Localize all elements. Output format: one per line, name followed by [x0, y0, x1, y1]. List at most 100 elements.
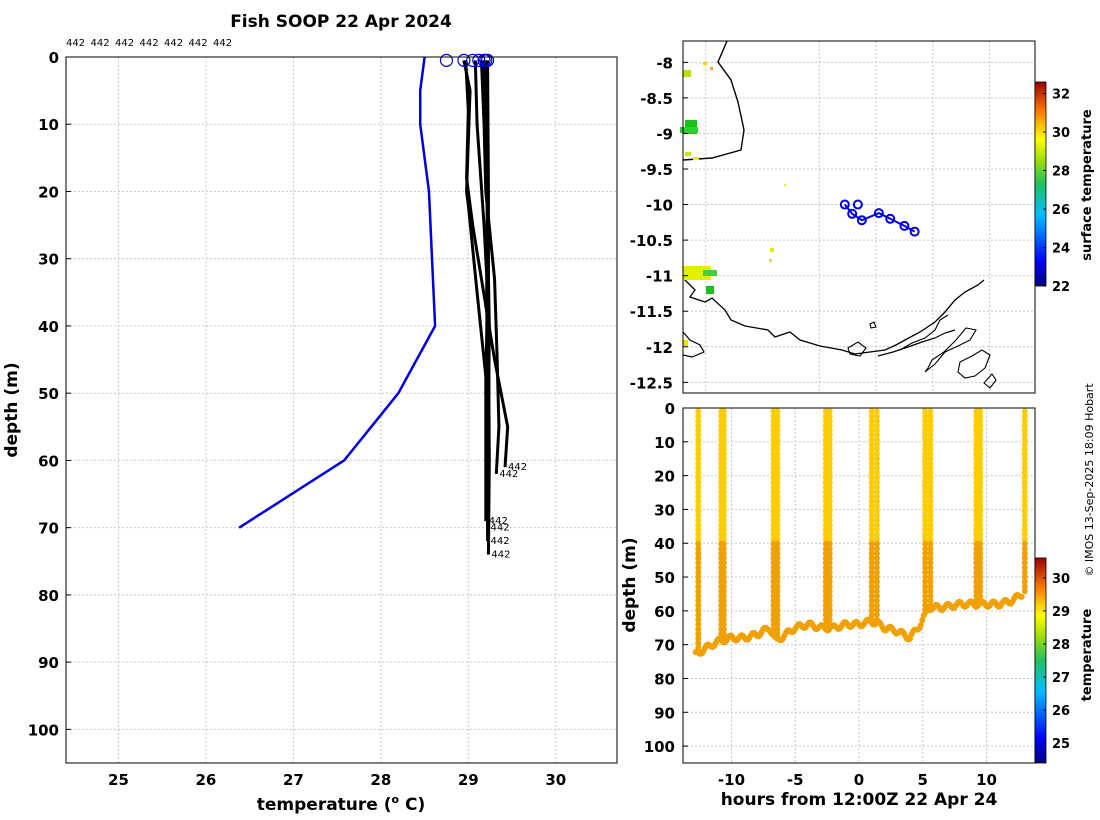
- profile-point: [826, 498, 833, 505]
- profile-point: [927, 446, 934, 453]
- profile-point: [1021, 479, 1028, 486]
- profile-point: [873, 592, 880, 599]
- profile-point: [868, 507, 875, 514]
- profile-point: [695, 550, 702, 557]
- profile-point: [868, 597, 875, 604]
- ship-track-marker: [899, 220, 910, 231]
- profile-point: [922, 413, 929, 420]
- profile-point: [695, 465, 702, 472]
- profile-point: [720, 512, 727, 519]
- profile-point: [720, 521, 727, 528]
- profile-end-label: 442: [508, 462, 527, 473]
- profile-point: [695, 507, 702, 514]
- profile-point: [720, 635, 727, 642]
- profile-point: [774, 574, 781, 581]
- profile-point: [720, 422, 727, 429]
- profile-point: [695, 469, 702, 476]
- profile-point: [927, 521, 934, 528]
- profile-end-label: 442: [499, 469, 518, 480]
- profile-point: [927, 493, 934, 500]
- profile-point: [927, 555, 934, 562]
- profile-point: [927, 503, 934, 510]
- profile-point: [695, 569, 702, 576]
- profile-point: [695, 460, 702, 467]
- map-ytick-label: -12.5: [630, 374, 673, 392]
- timeseries-ylabel: depth (m): [620, 537, 640, 632]
- profile-point: [927, 597, 934, 604]
- profile-end-label: 442: [491, 523, 510, 534]
- profile-point: [922, 432, 929, 439]
- profile-point: [826, 446, 833, 453]
- profile-point: [927, 413, 934, 420]
- profile-point: [873, 559, 880, 566]
- profile-point: [720, 460, 727, 467]
- profile-point: [774, 635, 781, 642]
- profile-point: [774, 569, 781, 576]
- profile-point: [1021, 574, 1028, 581]
- profile-point: [873, 512, 880, 519]
- profile-point: [774, 536, 781, 543]
- profile-point: [873, 507, 880, 514]
- profile-point: [868, 592, 875, 599]
- profile-point: [774, 616, 781, 623]
- profile-point: [826, 574, 833, 581]
- profile-end-label: 442: [491, 536, 510, 547]
- profile-point: [922, 474, 929, 481]
- profile-point: [927, 592, 934, 599]
- profile-point: [927, 479, 934, 486]
- profile-point: [977, 503, 984, 510]
- profile-point: [873, 450, 880, 457]
- profile-point: [927, 569, 934, 576]
- temp-colorbar-tick-label: 29: [1052, 605, 1070, 620]
- timeseries-points: [692, 408, 1028, 657]
- profile-point: [927, 408, 934, 415]
- profile-point: [720, 574, 727, 581]
- profile-point: [977, 446, 984, 453]
- profile-point: [868, 536, 875, 543]
- profile-point: [695, 450, 702, 457]
- profile-point: [774, 484, 781, 491]
- map-ytick-label: -8: [656, 54, 673, 72]
- profile-point: [695, 616, 702, 623]
- profile-point: [868, 503, 875, 510]
- map-panel: -8-8.5-9-9.5-10-10.5-11-11.5-12-12.5 222…: [630, 40, 1095, 394]
- profile-point: [695, 512, 702, 519]
- profile-point: [873, 521, 880, 528]
- map-ytick-label: -8.5: [640, 90, 673, 108]
- profile-point: [868, 616, 875, 623]
- profile-point: [922, 455, 929, 462]
- profile-point: [695, 640, 702, 647]
- profile-point: [826, 526, 833, 533]
- profile-point: [927, 417, 934, 424]
- profile-point: [873, 607, 880, 614]
- profile-point: [977, 555, 984, 562]
- profile-point: [927, 460, 934, 467]
- profile-point: [720, 498, 727, 505]
- timeseries-ytick-label: 60: [654, 603, 675, 621]
- profile-point: [720, 432, 727, 439]
- profile-point: [922, 479, 929, 486]
- profile-point: [977, 441, 984, 448]
- profile-point: [695, 630, 702, 637]
- profile-point: [774, 564, 781, 571]
- profile-point: [873, 455, 880, 462]
- profile-point: [774, 555, 781, 562]
- profile-point: [695, 427, 702, 434]
- profile-top-label: 442: [189, 38, 208, 49]
- profile-point: [695, 484, 702, 491]
- profile-top-label: 442: [66, 38, 85, 49]
- profile-point: [873, 583, 880, 590]
- profile-point: [868, 545, 875, 552]
- map-sst-pixels: [680, 62, 786, 346]
- profile-point: [720, 592, 727, 599]
- profile-point: [922, 488, 929, 495]
- profile-top-label: 442: [213, 38, 232, 49]
- profile-point: [868, 602, 875, 609]
- profile-point: [774, 413, 781, 420]
- profile-point: [720, 564, 727, 571]
- profile-point: [695, 649, 702, 656]
- timeseries-ytick-label: 40: [654, 535, 675, 553]
- profile-point: [922, 450, 929, 457]
- profile-point: [873, 574, 880, 581]
- map-ytick-label: -11.5: [630, 303, 673, 321]
